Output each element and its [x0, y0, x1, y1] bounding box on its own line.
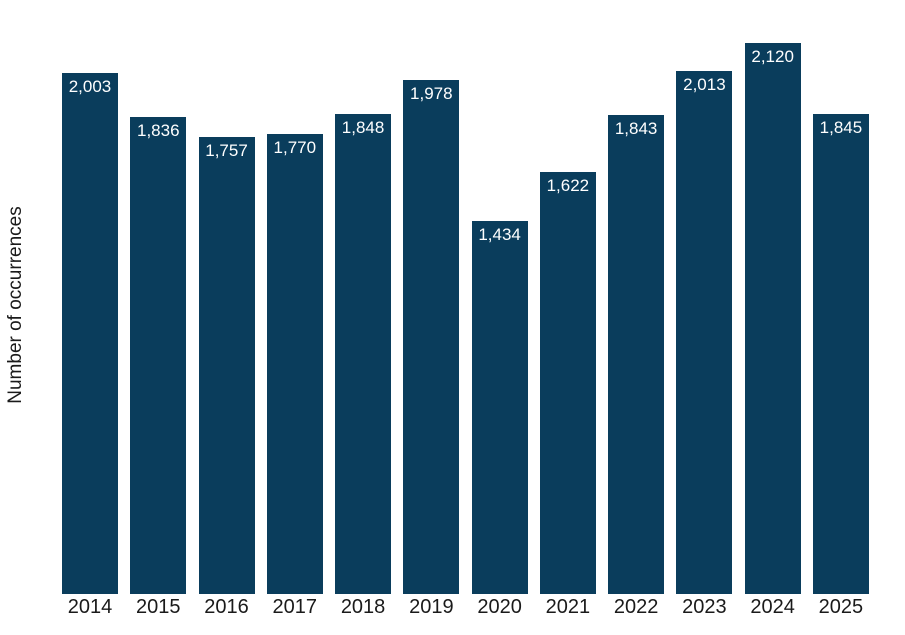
- bar-value-label: 1,757: [205, 141, 248, 160]
- plot-area: 2,003 1,836 1,757 1,770 1,848 1,978 1,434 1,622…: [62, 40, 869, 594]
- bar-value-label: 2,120: [751, 47, 794, 66]
- bar[interactable]: 1,848: [335, 114, 392, 594]
- x-axis-tick-label: 2015: [136, 596, 181, 618]
- bar-value-label: 1,434: [478, 225, 521, 244]
- bar[interactable]: 1,622: [539, 172, 596, 594]
- x-axis-tick-label: 2019: [409, 596, 454, 618]
- bar[interactable]: 1,770: [266, 134, 323, 594]
- x-axis: 2014 2015 2016 2017 2018 2019 2020 2021 2022 2023…: [62, 595, 869, 619]
- bar-value-label: 2,003: [68, 77, 112, 96]
- bar-value-label: 2,013: [683, 75, 726, 94]
- bar[interactable]: 1,845: [812, 114, 869, 594]
- bar-value-label: 1,622: [546, 176, 590, 195]
- bar[interactable]: 1,757: [198, 137, 255, 594]
- x-axis-tick-label: 2020: [477, 596, 522, 618]
- bar[interactable]: 1,978: [403, 80, 460, 594]
- y-axis-title: Number of occurrences: [5, 206, 26, 404]
- bar-value-label: 1,845: [819, 118, 863, 137]
- bar[interactable]: 1,843: [608, 115, 665, 594]
- bar[interactable]: 2,120: [744, 43, 801, 594]
- bar[interactable]: 2,003: [62, 73, 118, 594]
- x-axis-tick-label: 2017: [272, 596, 318, 618]
- bar-value-label: 1,978: [410, 84, 453, 103]
- bar[interactable]: 1,434: [471, 221, 528, 594]
- bar-value-label: 1,848: [341, 118, 385, 137]
- bar[interactable]: 2,013: [676, 71, 733, 594]
- x-axis-tick-label: 2023: [682, 596, 727, 618]
- x-axis-tick-label: 2014: [67, 596, 113, 618]
- x-axis-tick-label: 2016: [204, 596, 249, 618]
- bar-value-label: 1,770: [273, 138, 317, 157]
- x-axis-tick-label: 2021: [545, 596, 591, 618]
- x-axis-tick-label: 2024: [750, 596, 795, 618]
- x-axis-tick-label: 2022: [613, 596, 659, 618]
- bar-value-label: 1,836: [136, 121, 180, 140]
- x-axis-tick-label: 2025: [818, 596, 864, 618]
- x-axis-tick-label: 2018: [340, 596, 386, 618]
- bar-value-label: 1,843: [614, 119, 658, 138]
- bar[interactable]: 1,836: [130, 117, 187, 594]
